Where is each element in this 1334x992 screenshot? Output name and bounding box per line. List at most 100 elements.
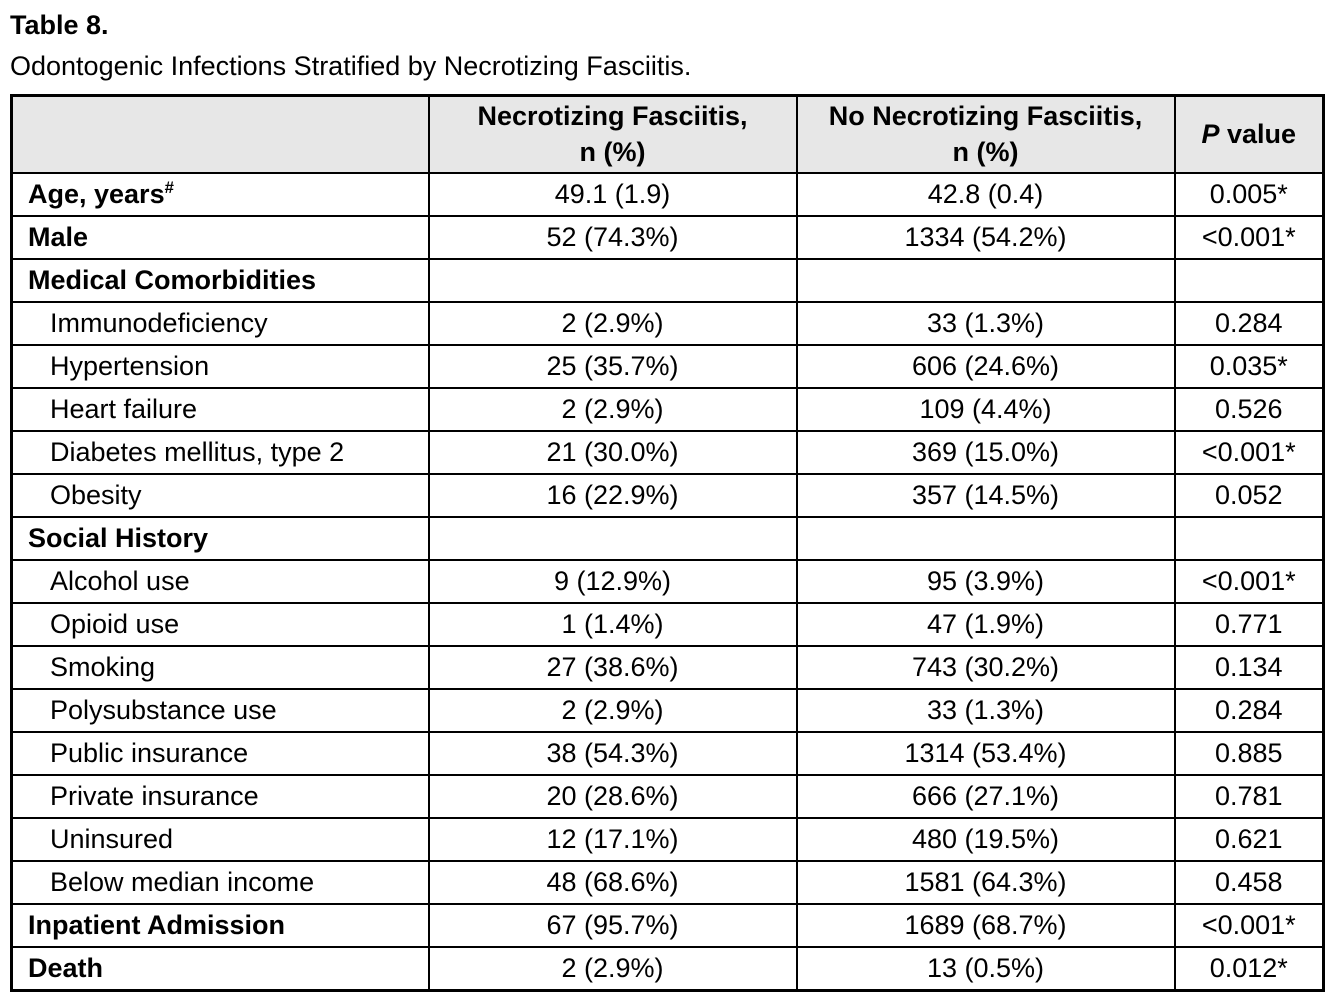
cell-p-value: <0.001* <box>1173 215 1325 261</box>
table-row: Alcohol use 9 (12.9%) 95 (3.9%) <0.001* <box>10 559 1325 605</box>
cell-p-value: 0.526 <box>1173 387 1325 433</box>
cell-p-value: <0.001* <box>1173 559 1325 605</box>
table-row: Opioid use 1 (1.4%) 47 (1.9%) 0.771 <box>10 602 1325 648</box>
header-necrotizing-fasciitis: Necrotizing Fasciitis, n (%) <box>427 94 798 175</box>
table-body: Age, years# 49.1 (1.9) 42.8 (0.4) 0.005* Mal… <box>10 172 1325 992</box>
table-row: Immunodeficiency 2 (2.9%) 33 (1.3%) 0.284 <box>10 301 1325 347</box>
cell-necrotizing-fasciitis <box>427 258 798 304</box>
cell-necrotizing-fasciitis: 2 (2.9%) <box>427 688 798 734</box>
cell-no-necrotizing-fasciitis: 33 (1.3%) <box>795 301 1176 347</box>
header-p-italic: P <box>1201 119 1220 149</box>
cell-p-value: 0.771 <box>1173 602 1325 648</box>
cell-necrotizing-fasciitis: 2 (2.9%) <box>427 387 798 433</box>
cell-no-necrotizing-fasciitis: 369 (15.0%) <box>795 430 1176 476</box>
cell-p-value: 0.621 <box>1173 817 1325 863</box>
cell-necrotizing-fasciitis <box>427 516 798 562</box>
cell-no-necrotizing-fasciitis: 95 (3.9%) <box>795 559 1176 605</box>
cell-p-value: 0.005* <box>1173 172 1325 218</box>
cell-necrotizing-fasciitis: 1 (1.4%) <box>427 602 798 648</box>
header-row-label <box>10 94 430 175</box>
row-label: Below median income <box>10 860 430 906</box>
table-row: Medical Comorbidities <box>10 258 1325 304</box>
cell-no-necrotizing-fasciitis: 33 (1.3%) <box>795 688 1176 734</box>
cell-p-value: 0.781 <box>1173 774 1325 820</box>
cell-no-necrotizing-fasciitis: 357 (14.5%) <box>795 473 1176 519</box>
cell-necrotizing-fasciitis: 2 (2.9%) <box>427 301 798 347</box>
row-label: Immunodeficiency <box>10 301 430 347</box>
cell-p-value: 0.885 <box>1173 731 1325 777</box>
cell-p-value <box>1173 258 1325 304</box>
cell-p-value <box>1173 516 1325 562</box>
header-row: Necrotizing Fasciitis, n (%) No Necrotiz… <box>10 94 1325 175</box>
cell-no-necrotizing-fasciitis: 606 (24.6%) <box>795 344 1176 390</box>
table-row: Hypertension 25 (35.7%) 606 (24.6%) 0.035* <box>10 344 1325 390</box>
cell-no-necrotizing-fasciitis: 1314 (53.4%) <box>795 731 1176 777</box>
cell-p-value: <0.001* <box>1173 430 1325 476</box>
cell-necrotizing-fasciitis: 27 (38.6%) <box>427 645 798 691</box>
row-label: Male <box>10 215 430 261</box>
row-label: Hypertension <box>10 344 430 390</box>
row-label: Polysubstance use <box>10 688 430 734</box>
table-row: Obesity 16 (22.9%) 357 (14.5%) 0.052 <box>10 473 1325 519</box>
cell-p-value: <0.001* <box>1173 903 1325 949</box>
table-number-title: Table 8. <box>10 10 109 40</box>
cell-no-necrotizing-fasciitis: 1581 (64.3%) <box>795 860 1176 906</box>
header-nf-line2: n (%) <box>579 136 646 167</box>
table-row: Polysubstance use 2 (2.9%) 33 (1.3%) 0.284 <box>10 688 1325 734</box>
header-no-nf-line2: n (%) <box>952 136 1019 167</box>
row-label: Private insurance <box>10 774 430 820</box>
cell-no-necrotizing-fasciitis: 1689 (68.7%) <box>795 903 1176 949</box>
table-row: Below median income 48 (68.6%) 1581 (64.3%… <box>10 860 1325 906</box>
header-no-necrotizing-fasciitis: No Necrotizing Fasciitis, n (%) <box>795 94 1176 175</box>
cell-necrotizing-fasciitis: 16 (22.9%) <box>427 473 798 519</box>
table-row: Heart failure 2 (2.9%) 109 (4.4%) 0.526 <box>10 387 1325 433</box>
cell-no-necrotizing-fasciitis <box>795 516 1176 562</box>
cell-no-necrotizing-fasciitis: 42.8 (0.4) <box>795 172 1176 218</box>
cell-necrotizing-fasciitis: 48 (68.6%) <box>427 860 798 906</box>
cell-no-necrotizing-fasciitis: 666 (27.1%) <box>795 774 1176 820</box>
row-label: Public insurance <box>10 731 430 777</box>
cell-no-necrotizing-fasciitis: 480 (19.5%) <box>795 817 1176 863</box>
table-row: Smoking 27 (38.6%) 743 (30.2%) 0.134 <box>10 645 1325 691</box>
table-row: Age, years# 49.1 (1.9) 42.8 (0.4) 0.005* <box>10 172 1325 218</box>
row-label: Medical Comorbidities <box>10 258 430 304</box>
cell-p-value: 0.052 <box>1173 473 1325 519</box>
header-p-value: P value <box>1173 94 1325 175</box>
row-label: Heart failure <box>10 387 430 433</box>
row-label: Inpatient Admission <box>10 903 430 949</box>
header-p-rest: value <box>1219 119 1297 149</box>
cell-necrotizing-fasciitis: 12 (17.1%) <box>427 817 798 863</box>
cell-necrotizing-fasciitis: 21 (30.0%) <box>427 430 798 476</box>
cell-necrotizing-fasciitis: 38 (54.3%) <box>427 731 798 777</box>
cell-no-necrotizing-fasciitis: 1334 (54.2%) <box>795 215 1176 261</box>
cell-necrotizing-fasciitis: 20 (28.6%) <box>427 774 798 820</box>
table-row: Private insurance 20 (28.6%) 666 (27.1%) 0.… <box>10 774 1325 820</box>
table-row: Diabetes mellitus, type 2 21 (30.0%) 369 (… <box>10 430 1325 476</box>
cell-no-necrotizing-fasciitis: 743 (30.2%) <box>795 645 1176 691</box>
row-label: Diabetes mellitus, type 2 <box>10 430 430 476</box>
cell-necrotizing-fasciitis: 52 (74.3%) <box>427 215 798 261</box>
row-label: Age, years# <box>10 172 430 218</box>
odontogenic-infections-table: Necrotizing Fasciitis, n (%) No Necrotiz… <box>10 94 1325 992</box>
row-label: Uninsured <box>10 817 430 863</box>
row-label: Alcohol use <box>10 559 430 605</box>
cell-necrotizing-fasciitis: 9 (12.9%) <box>427 559 798 605</box>
row-label-superscript: # <box>164 178 174 198</box>
table-row: Inpatient Admission 67 (95.7%) 1689 (68.7%… <box>10 903 1325 949</box>
table-header: Necrotizing Fasciitis, n (%) No Necrotiz… <box>10 94 1325 175</box>
table-row: Male 52 (74.3%) 1334 (54.2%) <0.001* <box>10 215 1325 261</box>
table-caption: Odontogenic Infections Stratified by Nec… <box>10 51 692 82</box>
row-label: Obesity <box>10 473 430 519</box>
table-row: Social History <box>10 516 1325 562</box>
cell-p-value: 0.458 <box>1173 860 1325 906</box>
header-nf-line1: Necrotizing Fasciitis, <box>477 101 748 132</box>
row-label: Social History <box>10 516 430 562</box>
cell-no-necrotizing-fasciitis <box>795 258 1176 304</box>
cell-p-value: 0.035* <box>1173 344 1325 390</box>
cell-p-value: 0.284 <box>1173 301 1325 347</box>
cell-p-value: 0.284 <box>1173 688 1325 734</box>
cell-necrotizing-fasciitis: 49.1 (1.9) <box>427 172 798 218</box>
row-label: Smoking <box>10 645 430 691</box>
table-row: Public insurance 38 (54.3%) 1314 (53.4%) 0.… <box>10 731 1325 777</box>
row-label: Opioid use <box>10 602 430 648</box>
